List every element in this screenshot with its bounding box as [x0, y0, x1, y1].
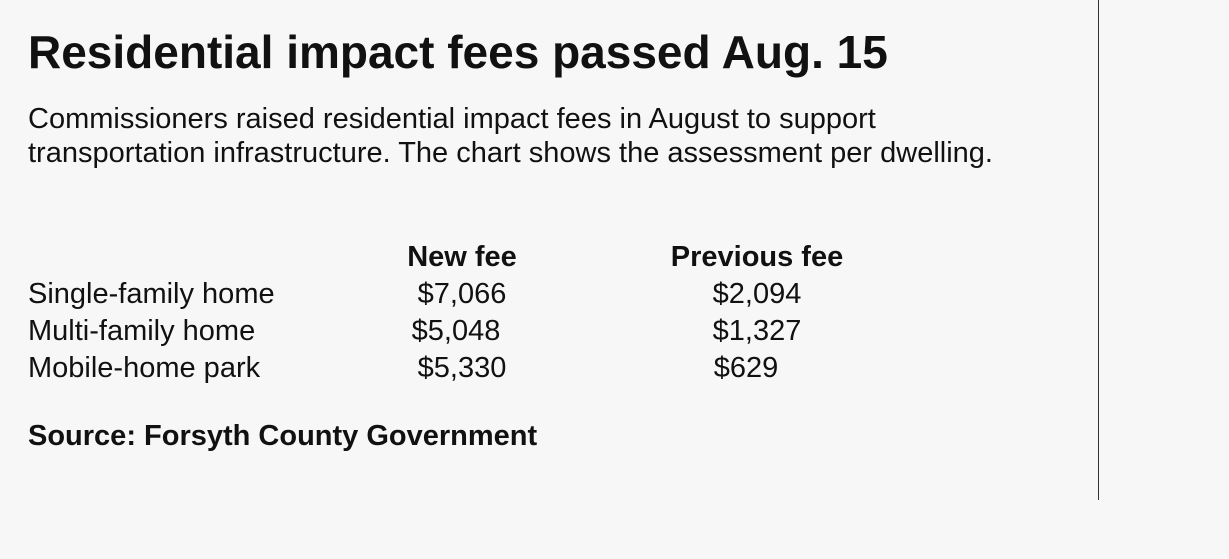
cell-new-fee-multi-family: $5,048 [411, 315, 501, 347]
cell-previous-fee-multi-family: $1,327 [712, 315, 802, 347]
chart-subtitle: Commissioners raised residential impact … [28, 103, 993, 169]
chart-title: Residential impact fees passed Aug. 15 [28, 26, 888, 78]
cell-new-fee-mobile-home-park: $5,330 [417, 352, 507, 384]
column-header-previous-fee: Previous fee [670, 241, 844, 273]
row-label-multi-family: Multi-family home [28, 315, 256, 347]
row-label-single-family: Single-family home [28, 278, 275, 310]
column-header-new-fee: New fee [407, 241, 517, 273]
row-label-mobile-home-park: Mobile-home park [28, 352, 261, 384]
cell-new-fee-single-family: $7,066 [417, 278, 507, 310]
source-note: Source: Forsyth County Government [28, 420, 538, 452]
vertical-divider [1098, 0, 1099, 500]
cell-previous-fee-mobile-home-park: $629 [713, 352, 779, 384]
cell-previous-fee-single-family: $2,094 [712, 278, 802, 310]
